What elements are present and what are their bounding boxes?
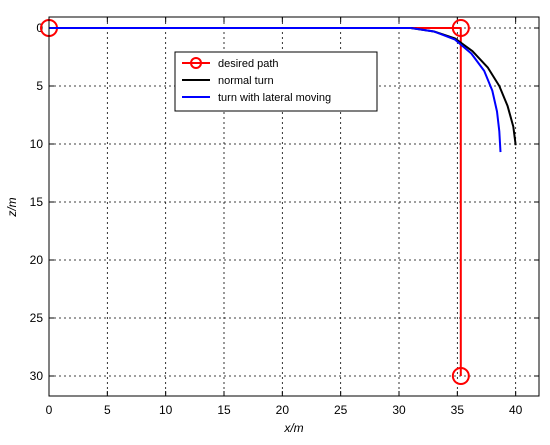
y-tick-label: 25 [30, 311, 44, 325]
x-tick-label: 35 [451, 403, 465, 417]
x-axis-label: x/m [283, 421, 303, 435]
legend-marker [190, 57, 202, 69]
y-tick-label: 5 [36, 79, 43, 93]
x-tick-label: 25 [334, 403, 348, 417]
x-tick-label: 30 [392, 403, 406, 417]
x-tick-label: 40 [509, 403, 523, 417]
legend-label-3: turn with lateral moving [218, 92, 331, 104]
x-tick-label: 5 [104, 403, 111, 417]
y-tick-label: 30 [30, 369, 44, 383]
y-tick-label: 15 [30, 195, 44, 209]
plot-frame [48, 16, 540, 397]
y-tick-label: 10 [30, 137, 44, 151]
y-axis-label: z/m [5, 197, 19, 217]
series-line-3 [49, 27, 502, 153]
legend: desired path normal turn turn with lateral… [174, 51, 378, 112]
series-layer [40, 19, 517, 385]
x-tick-label: 0 [46, 403, 53, 417]
x-tick-label: 20 [276, 403, 290, 417]
x-tick-label: 15 [217, 403, 231, 417]
x-ticks: 0 5 10 15 20 25 30 35 40 [46, 17, 523, 417]
legend-label-1: desired path [218, 58, 279, 70]
y-tick-label: 0 [36, 21, 43, 35]
y-tick-label: 20 [30, 253, 44, 267]
legend-label-2: normal turn [218, 75, 274, 87]
series-marker [451, 367, 470, 385]
series-marker [451, 19, 470, 37]
y-ticks: 0 5 10 15 20 25 30 [30, 21, 539, 383]
legend-box [174, 51, 378, 112]
x-tick-label: 10 [159, 403, 173, 417]
